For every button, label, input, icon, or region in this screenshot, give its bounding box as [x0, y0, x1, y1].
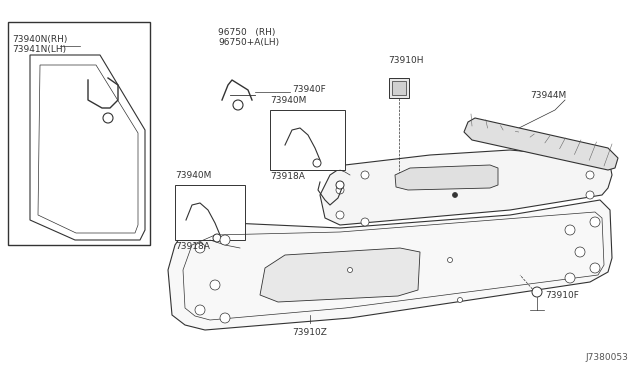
Circle shape [210, 280, 220, 290]
Polygon shape [168, 200, 612, 330]
Text: 73910Z: 73910Z [292, 328, 328, 337]
Circle shape [590, 263, 600, 273]
Circle shape [532, 287, 542, 297]
Circle shape [233, 100, 243, 110]
Text: J7380053: J7380053 [585, 353, 628, 362]
Circle shape [575, 247, 585, 257]
Circle shape [213, 234, 221, 242]
Polygon shape [395, 165, 498, 190]
Text: 96750   (RH)
96750+A(LH): 96750 (RH) 96750+A(LH) [218, 28, 279, 47]
Circle shape [361, 171, 369, 179]
Circle shape [313, 159, 321, 167]
Circle shape [336, 211, 344, 219]
Circle shape [565, 273, 575, 283]
Text: 73918A: 73918A [270, 172, 305, 181]
Text: 73940N(RH)
73941N(LH): 73940N(RH) 73941N(LH) [12, 35, 67, 54]
Bar [392, 81, 406, 95]
Circle shape [195, 243, 205, 253]
Circle shape [220, 235, 230, 245]
Polygon shape [464, 118, 618, 170]
Circle shape [195, 305, 205, 315]
Text: 73918A: 73918A [175, 242, 210, 251]
Circle shape [348, 267, 353, 273]
Polygon shape [30, 55, 145, 240]
Circle shape [447, 257, 452, 263]
Text: 73910H: 73910H [388, 56, 424, 65]
Bar [8, 22, 150, 245]
Bar [389, 78, 409, 98]
Text: 73910F: 73910F [545, 291, 579, 299]
Text: 73940F: 73940F [292, 84, 326, 93]
Circle shape [590, 217, 600, 227]
Circle shape [103, 113, 113, 123]
Text: 73940M: 73940M [175, 171, 211, 180]
Circle shape [452, 192, 458, 198]
Text: 73940M: 73940M [270, 96, 307, 105]
Polygon shape [320, 150, 612, 225]
Text: 73944M: 73944M [530, 91, 566, 100]
Circle shape [361, 218, 369, 226]
Circle shape [220, 313, 230, 323]
Circle shape [586, 191, 594, 199]
Bar [175, 185, 245, 240]
Polygon shape [260, 248, 420, 302]
Bar [270, 110, 345, 170]
Circle shape [458, 298, 463, 302]
Circle shape [336, 186, 344, 194]
Circle shape [336, 181, 344, 189]
Circle shape [565, 225, 575, 235]
Circle shape [586, 171, 594, 179]
